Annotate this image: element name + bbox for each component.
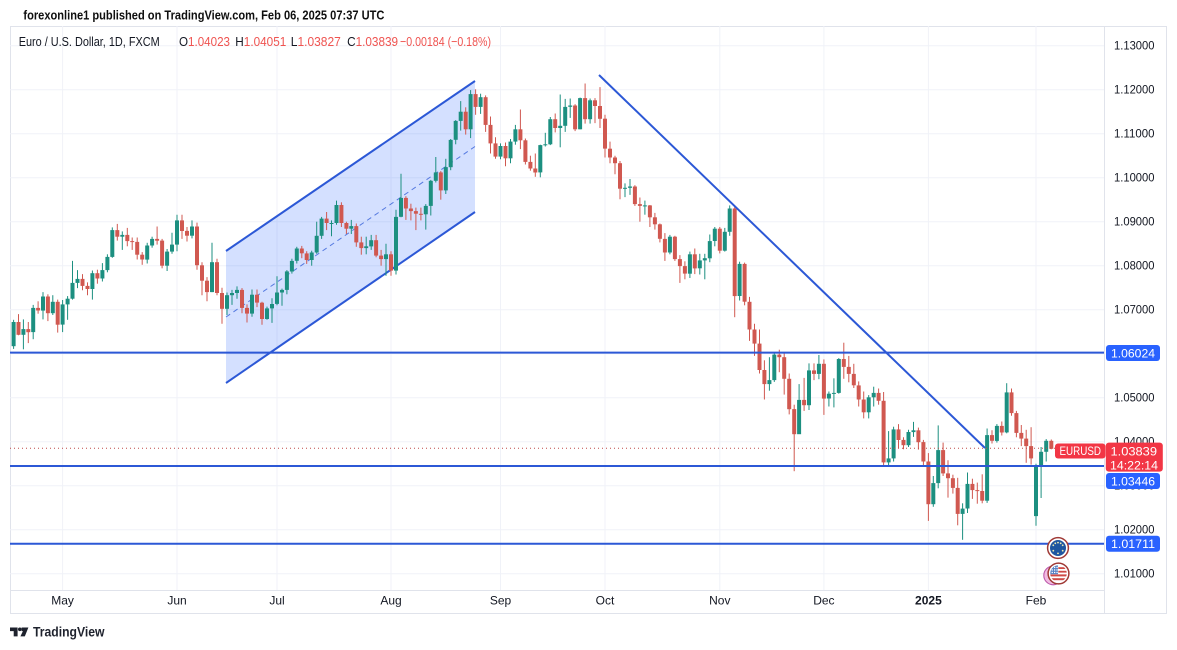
svg-text:TradingView: TradingView bbox=[33, 625, 105, 640]
svg-text:H1.04051: H1.04051 bbox=[235, 34, 286, 49]
svg-text:1.06024: 1.06024 bbox=[1111, 347, 1155, 361]
svg-text:Dec: Dec bbox=[813, 594, 834, 608]
svg-text:14:22:14: 14:22:14 bbox=[1110, 459, 1158, 473]
svg-text:C1.03839: C1.03839 bbox=[347, 34, 398, 49]
svg-text:forexonline1 published on Trad: forexonline1 published on TradingView.co… bbox=[23, 8, 385, 23]
svg-text:1.10000: 1.10000 bbox=[1114, 171, 1155, 185]
svg-text:1.09000: 1.09000 bbox=[1114, 215, 1155, 229]
svg-text:1.11000: 1.11000 bbox=[1114, 127, 1155, 141]
svg-text:1.13000: 1.13000 bbox=[1114, 39, 1155, 53]
svg-text:1.02000: 1.02000 bbox=[1114, 523, 1155, 537]
svg-text:1.12000: 1.12000 bbox=[1114, 83, 1155, 97]
svg-text:2025: 2025 bbox=[915, 594, 942, 608]
svg-text:Euro / U.S. Dollar, 1D, FXCM: Euro / U.S. Dollar, 1D, FXCM bbox=[19, 34, 160, 49]
svg-text:1.03839: 1.03839 bbox=[1111, 445, 1158, 459]
svg-text:1.03446: 1.03446 bbox=[1111, 475, 1155, 489]
svg-text:−0.00184 (−0.18%): −0.00184 (−0.18%) bbox=[400, 34, 491, 49]
svg-text:Jul: Jul bbox=[269, 594, 284, 608]
svg-text:EURUSD: EURUSD bbox=[1060, 444, 1102, 458]
svg-text:Sep: Sep bbox=[490, 594, 512, 608]
svg-text:1.08000: 1.08000 bbox=[1114, 259, 1155, 273]
svg-text:Aug: Aug bbox=[380, 594, 401, 608]
svg-text:May: May bbox=[51, 594, 74, 608]
svg-text:L1.03827: L1.03827 bbox=[291, 34, 341, 49]
svg-text:1.01711: 1.01711 bbox=[1111, 537, 1155, 551]
svg-text:Feb: Feb bbox=[1026, 594, 1047, 608]
svg-text:Jun: Jun bbox=[167, 594, 186, 608]
svg-text:Oct: Oct bbox=[596, 594, 615, 608]
svg-text:Nov: Nov bbox=[709, 594, 730, 608]
svg-text:1.05000: 1.05000 bbox=[1114, 391, 1155, 405]
svg-text:1.07000: 1.07000 bbox=[1114, 303, 1155, 317]
svg-text:1.01000: 1.01000 bbox=[1114, 567, 1155, 581]
svg-text:O1.04023: O1.04023 bbox=[179, 34, 230, 49]
